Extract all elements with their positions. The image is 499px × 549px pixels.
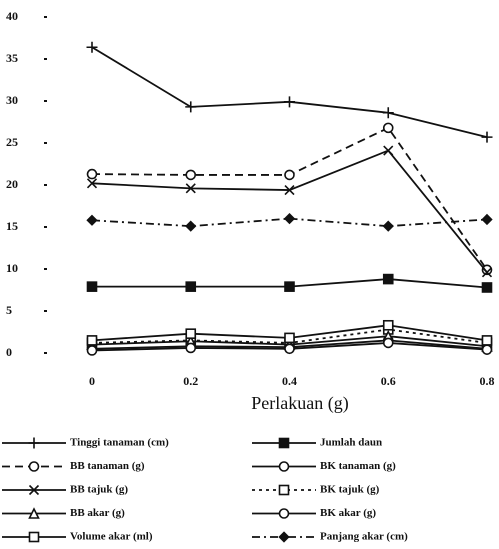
marker (384, 321, 393, 330)
marker (384, 222, 393, 231)
marker (88, 346, 97, 355)
y-tick-label: 20 (6, 177, 18, 191)
y-tick-label: 25 (6, 135, 18, 149)
marker (483, 215, 492, 224)
marker (87, 42, 98, 53)
marker (285, 344, 294, 353)
legend-label: BB akar (g) (70, 507, 125, 519)
legend-marker (30, 462, 39, 471)
legend-marker (29, 438, 40, 449)
y-tick-label: 0 (6, 345, 12, 359)
marker (285, 333, 294, 342)
legend-label: Jumlah daun (320, 437, 382, 449)
x-tick-label: 0.6 (381, 374, 396, 388)
legend-label: BK akar (g) (320, 507, 376, 519)
marker (88, 282, 97, 291)
marker (384, 123, 393, 132)
y-tick-label: 5 (6, 303, 12, 317)
chart: Perlakuan (g) 0 5 10 15 20 25 30 35 40 0 0.2 0.4 0.6… (0, 0, 499, 549)
legend-marker (280, 439, 289, 448)
x-tick-label: 0.4 (282, 374, 297, 388)
marker (285, 170, 294, 179)
marker (88, 216, 97, 225)
marker (186, 343, 195, 352)
x-axis-label: Perlakuan (g) (251, 393, 348, 414)
marker (284, 96, 295, 107)
legend-marker (30, 533, 39, 542)
x-tick-label: 0 (89, 374, 95, 388)
y-tick-label: 10 (6, 261, 18, 275)
legend-label: Tinggi tanaman (cm) (70, 437, 169, 449)
marker (384, 338, 393, 347)
legend-marker (280, 533, 289, 542)
legend-marker (280, 509, 289, 518)
marker (384, 275, 393, 284)
marker (186, 170, 195, 179)
marker (383, 107, 394, 118)
marker (483, 345, 492, 354)
y-tick-label: 15 (6, 219, 18, 233)
x-tick-label: 0.8 (480, 374, 495, 388)
marker (483, 336, 492, 345)
x-tick-label: 0.2 (183, 374, 198, 388)
marker (88, 336, 97, 345)
legend-label: BK tanaman (g) (320, 460, 396, 472)
marker (285, 282, 294, 291)
y-tick-label: 35 (6, 51, 18, 65)
legend-label: BB tanaman (g) (70, 460, 145, 472)
marker (384, 146, 393, 155)
y-tick-label: 40 (6, 9, 18, 23)
marker (186, 329, 195, 338)
marker (285, 214, 294, 223)
marker (482, 132, 493, 143)
legend-marker (280, 486, 289, 495)
legend-label: Volume akar (ml) (70, 531, 153, 543)
marker (483, 283, 492, 292)
legend-marker (280, 462, 289, 471)
marker (186, 282, 195, 291)
series-line (92, 151, 487, 273)
legend-label: BB tajuk (g) (70, 484, 128, 496)
series-line (92, 47, 487, 137)
legend-label: Panjang akar (cm) (320, 531, 408, 543)
legend-label: BK tajuk (g) (320, 484, 380, 496)
y-tick-label: 30 (6, 93, 18, 107)
marker (186, 222, 195, 231)
marker (185, 101, 196, 112)
marker (88, 170, 97, 179)
